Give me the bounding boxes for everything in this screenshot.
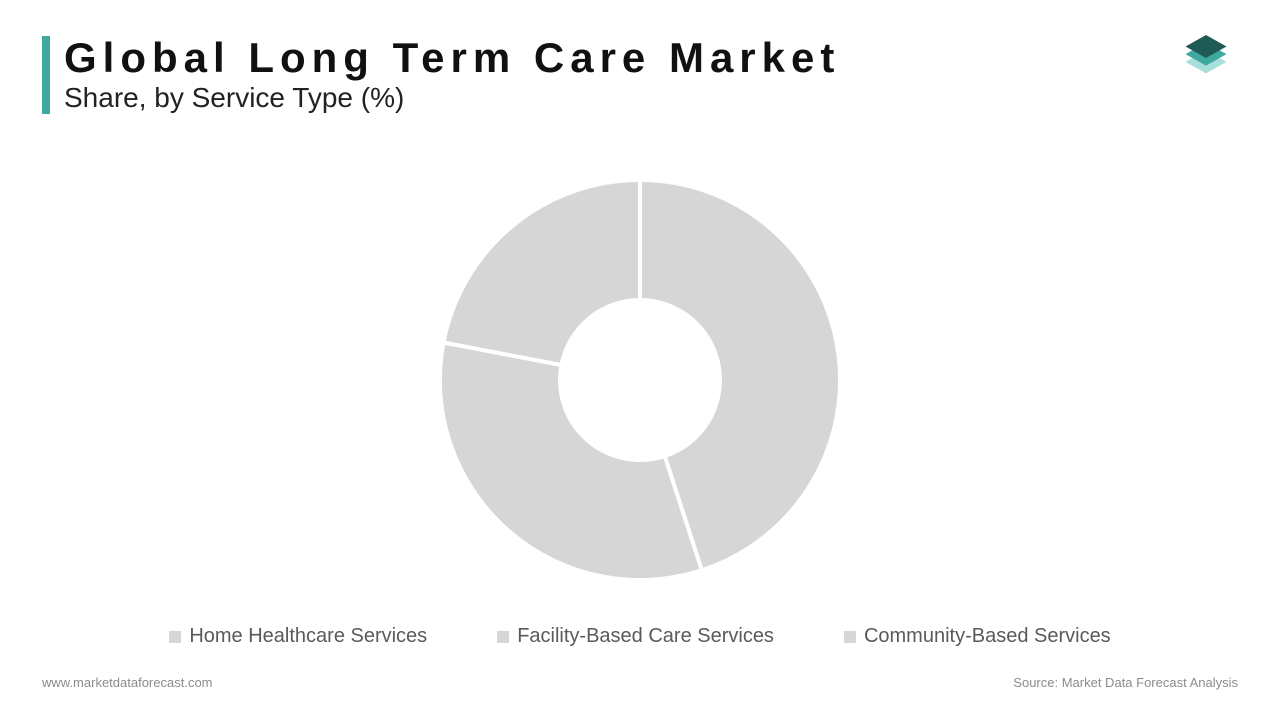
legend-swatch [844,631,856,643]
legend-label: Home Healthcare Services [189,625,427,648]
slide: Global Long Term Care Market Share, by S… [0,0,1280,720]
brand-logo [1174,26,1238,90]
titles: Global Long Term Care Market Share, by S… [64,36,840,114]
legend-item: Home Healthcare Services [169,625,427,648]
stacked-layers-icon [1174,26,1238,90]
donut-slice [440,343,702,580]
page-subtitle: Share, by Service Type (%) [64,82,840,114]
legend-label: Community-Based Services [864,625,1111,648]
legend-swatch [169,631,181,643]
header: Global Long Term Care Market Share, by S… [42,36,840,114]
legend-swatch [497,631,509,643]
legend-item: Facility-Based Care Services [497,625,774,648]
page-title: Global Long Term Care Market [64,36,840,80]
accent-bar [42,36,50,114]
legend-label: Facility-Based Care Services [517,625,774,648]
footer-url: www.marketdataforecast.com [42,675,213,690]
donut-chart [420,160,860,600]
chart-legend: Home Healthcare Services Facility-Based C… [0,625,1280,648]
legend-item: Community-Based Services [844,625,1111,648]
donut-slice [444,180,640,365]
donut-svg [420,160,860,600]
footer-source: Source: Market Data Forecast Analysis [1013,675,1238,690]
